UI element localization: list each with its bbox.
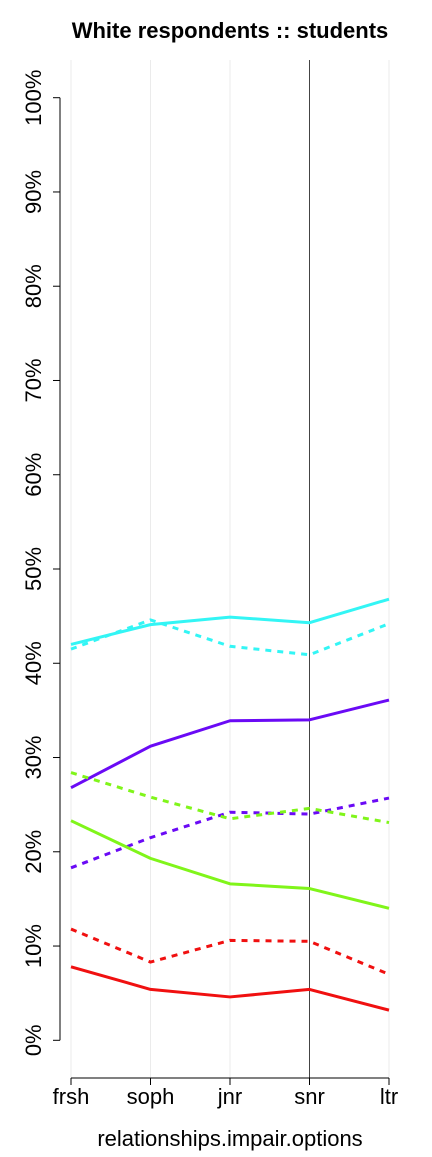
x-axis-label: relationships.impair.options <box>97 1126 362 1151</box>
y-tick-label: 60% <box>21 453 46 497</box>
x-tick-label: frsh <box>53 1084 90 1109</box>
series-line <box>70 597 390 646</box>
x-tick-label: soph <box>127 1084 175 1109</box>
series-line <box>70 698 390 790</box>
y-tick-label: 40% <box>21 641 46 685</box>
series-line <box>70 819 390 910</box>
y-tick-label: 0% <box>21 1024 46 1056</box>
y-tick-label: 90% <box>21 170 46 214</box>
y-tick-label: 70% <box>21 358 46 402</box>
series-line <box>70 618 390 657</box>
y-tick-label: 10% <box>21 924 46 968</box>
series-line <box>70 927 390 976</box>
series-line <box>70 796 390 870</box>
x-tick-label: ltr <box>380 1084 398 1109</box>
x-tick-label: jnr <box>217 1084 242 1109</box>
y-tick-label: 30% <box>21 735 46 779</box>
series-line <box>70 965 390 1012</box>
y-tick-label: 50% <box>21 547 46 591</box>
y-tick-label: 80% <box>21 264 46 308</box>
y-tick-label: 100% <box>21 70 46 126</box>
x-tick-label: snr <box>294 1084 325 1109</box>
y-tick-label: 20% <box>21 830 46 874</box>
chart-title: White respondents :: students <box>72 18 389 43</box>
